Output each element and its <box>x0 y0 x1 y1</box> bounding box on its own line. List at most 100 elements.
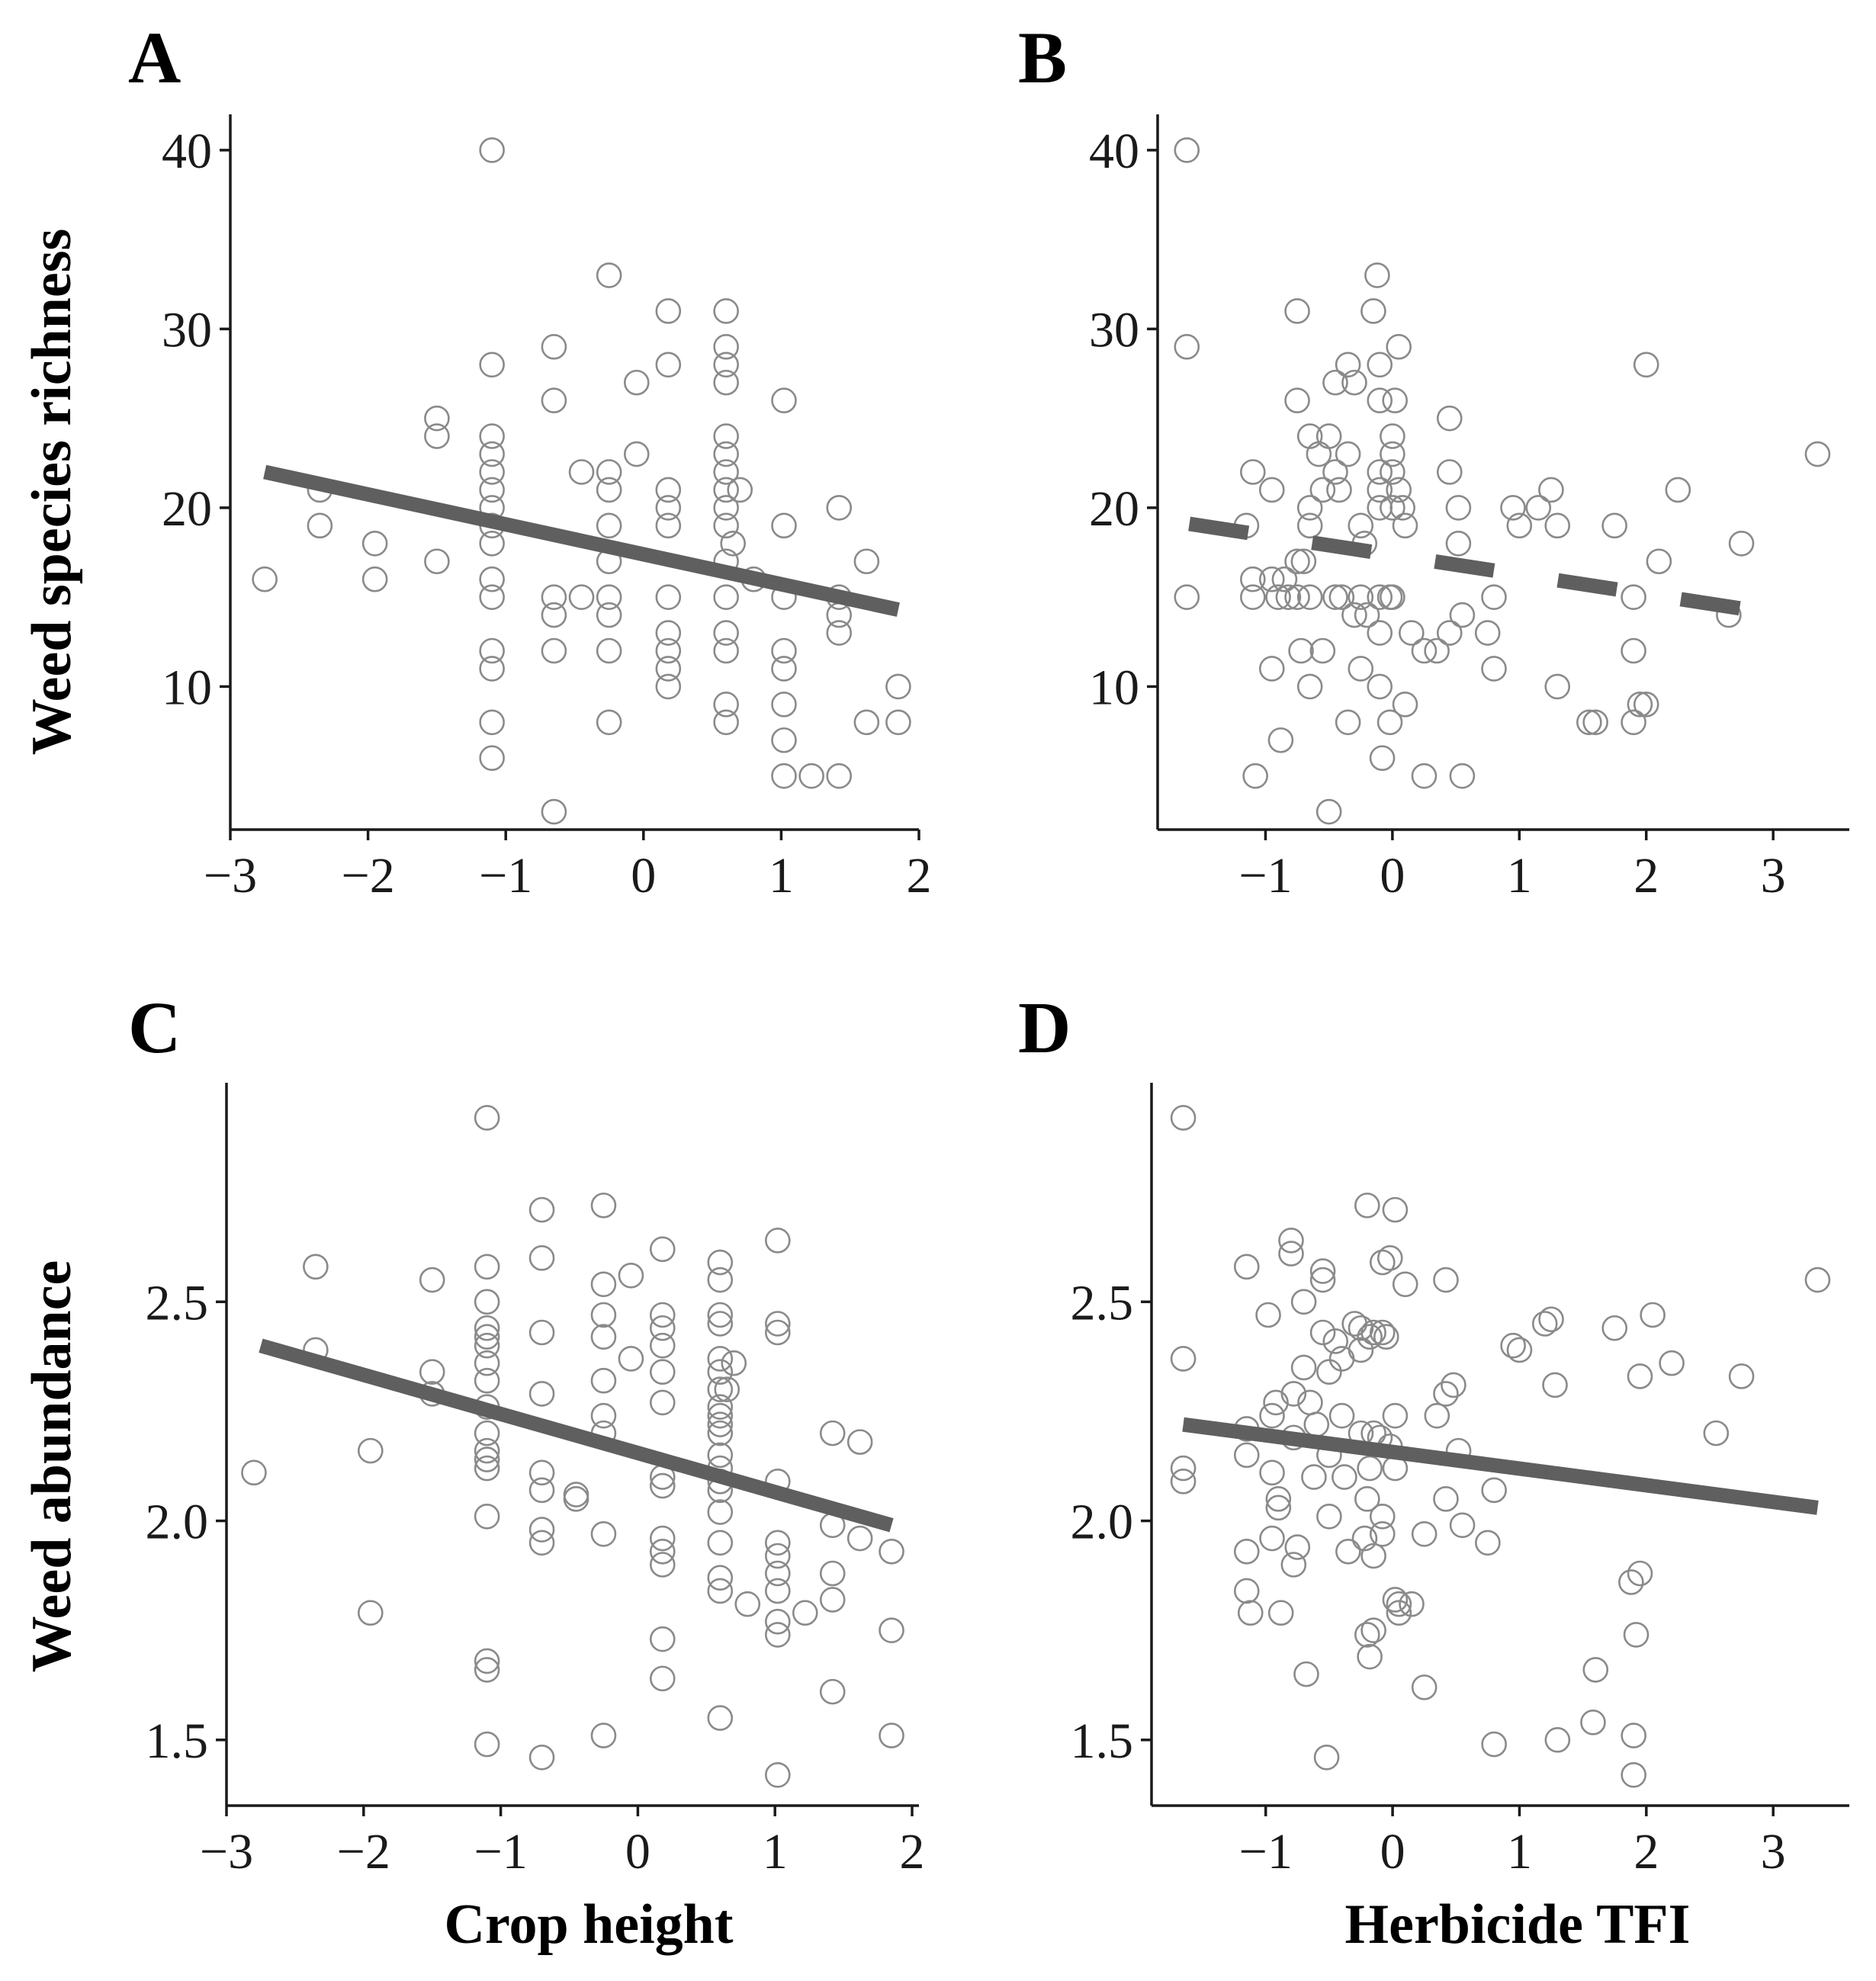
data-point-c <box>474 1105 500 1131</box>
data-point-a <box>853 709 880 736</box>
data-point-b <box>1354 602 1380 628</box>
data-point-d <box>1382 1196 1409 1223</box>
x-tick-label-a: 1 <box>769 848 794 904</box>
data-point-a <box>826 620 853 646</box>
data-point-d <box>1376 1245 1403 1271</box>
data-point-c <box>819 1587 846 1613</box>
data-point-c <box>474 1289 500 1315</box>
data-point-a <box>479 530 505 557</box>
data-point-b <box>1360 298 1386 324</box>
data-point-c <box>618 1346 644 1372</box>
y-axis-title-richness: Weed species richness <box>21 229 83 756</box>
data-point-c <box>707 1346 734 1372</box>
data-point-b <box>1348 584 1374 610</box>
data-point-c <box>765 1311 791 1337</box>
data-point-a <box>655 673 682 700</box>
data-point-c <box>419 1359 445 1385</box>
data-point-c <box>765 1608 791 1635</box>
data-point-b <box>1367 459 1393 485</box>
data-point-a <box>307 512 333 539</box>
data-point-d <box>1322 1328 1349 1354</box>
data-point-c <box>879 1723 904 1748</box>
data-point-d <box>1313 1745 1340 1771</box>
data-point-a <box>479 441 505 467</box>
data-point-c <box>563 1486 589 1512</box>
data-point-a <box>720 530 746 557</box>
trend-line-d <box>1182 1417 1819 1515</box>
data-point-b <box>1804 441 1831 467</box>
data-point-c <box>707 1530 734 1556</box>
x-tick-label-d: 0 <box>1380 1824 1405 1880</box>
data-point-c <box>707 1376 734 1402</box>
data-point-b <box>1392 512 1418 539</box>
data-point-d <box>1360 1617 1386 1643</box>
data-point-c <box>649 1626 676 1652</box>
data-point-a <box>713 298 739 324</box>
data-point-c <box>765 1530 791 1556</box>
data-point-d <box>1293 1661 1319 1687</box>
y-tick-label-a: 30 <box>162 302 212 358</box>
data-point-b <box>1290 548 1317 575</box>
data-point-a <box>479 637 505 664</box>
data-point-a <box>713 441 739 467</box>
data-point-c <box>649 1389 676 1416</box>
data-point-a <box>541 798 567 825</box>
data-point-c <box>528 1530 555 1556</box>
data-point-c <box>649 1538 676 1565</box>
data-point-a <box>771 512 797 539</box>
y-tick-label-c: 1.5 <box>146 1713 209 1769</box>
data-point-c <box>765 1543 791 1569</box>
data-point-b <box>1538 477 1564 503</box>
data-point-d <box>1424 1402 1450 1429</box>
data-point-d <box>1316 1504 1342 1530</box>
data-point-b <box>1258 656 1285 682</box>
data-point-b <box>1386 477 1412 503</box>
data-point-b <box>1284 298 1310 324</box>
data-point-d <box>1449 1512 1476 1539</box>
data-point-b <box>1341 602 1367 628</box>
data-point-b <box>1348 512 1374 539</box>
data-point-d <box>1441 1372 1466 1398</box>
data-point-b <box>1436 459 1463 485</box>
data-point-c <box>707 1267 734 1293</box>
data-point-a <box>623 369 650 396</box>
data-point-c <box>474 1350 500 1376</box>
data-point-d <box>1357 1324 1383 1350</box>
data-point-a <box>361 530 388 557</box>
data-point-b <box>1348 656 1374 682</box>
y-tick-label-c: 2.5 <box>146 1275 209 1331</box>
data-point-b <box>1411 637 1438 664</box>
data-point-c <box>707 1499 734 1525</box>
data-point-d <box>1280 1381 1307 1407</box>
data-point-d <box>1804 1267 1831 1293</box>
data-point-d <box>1170 1455 1197 1482</box>
data-point-c <box>474 1437 500 1464</box>
data-point-d <box>1233 1254 1260 1280</box>
data-point-b <box>1265 584 1291 610</box>
data-point-a <box>798 763 824 789</box>
data-point-d <box>1618 1569 1644 1595</box>
data-point-d <box>1411 1520 1438 1547</box>
data-point-d <box>1627 1560 1653 1587</box>
data-point-d <box>1357 1455 1383 1482</box>
data-point-c <box>357 1437 384 1464</box>
y-tick-label-b: 40 <box>1089 124 1139 179</box>
data-point-b <box>1335 441 1361 467</box>
data-point-a <box>252 566 278 592</box>
data-point-a <box>655 495 682 521</box>
data-point-b <box>1288 637 1314 664</box>
panel-letter-d: D <box>1018 987 1071 1068</box>
data-point-d <box>1280 1552 1307 1578</box>
data-point-b <box>1367 477 1393 503</box>
data-point-b <box>1376 709 1403 736</box>
data-point-b <box>1728 530 1755 557</box>
y-tick-label-d: 2.0 <box>1071 1495 1134 1550</box>
data-point-d <box>1703 1420 1730 1446</box>
data-point-b <box>1240 459 1266 485</box>
data-point-d <box>1233 1538 1260 1565</box>
data-point-c <box>707 1442 734 1469</box>
data-point-c <box>721 1350 747 1376</box>
data-point-a <box>655 656 682 682</box>
data-point-d <box>1542 1372 1568 1398</box>
